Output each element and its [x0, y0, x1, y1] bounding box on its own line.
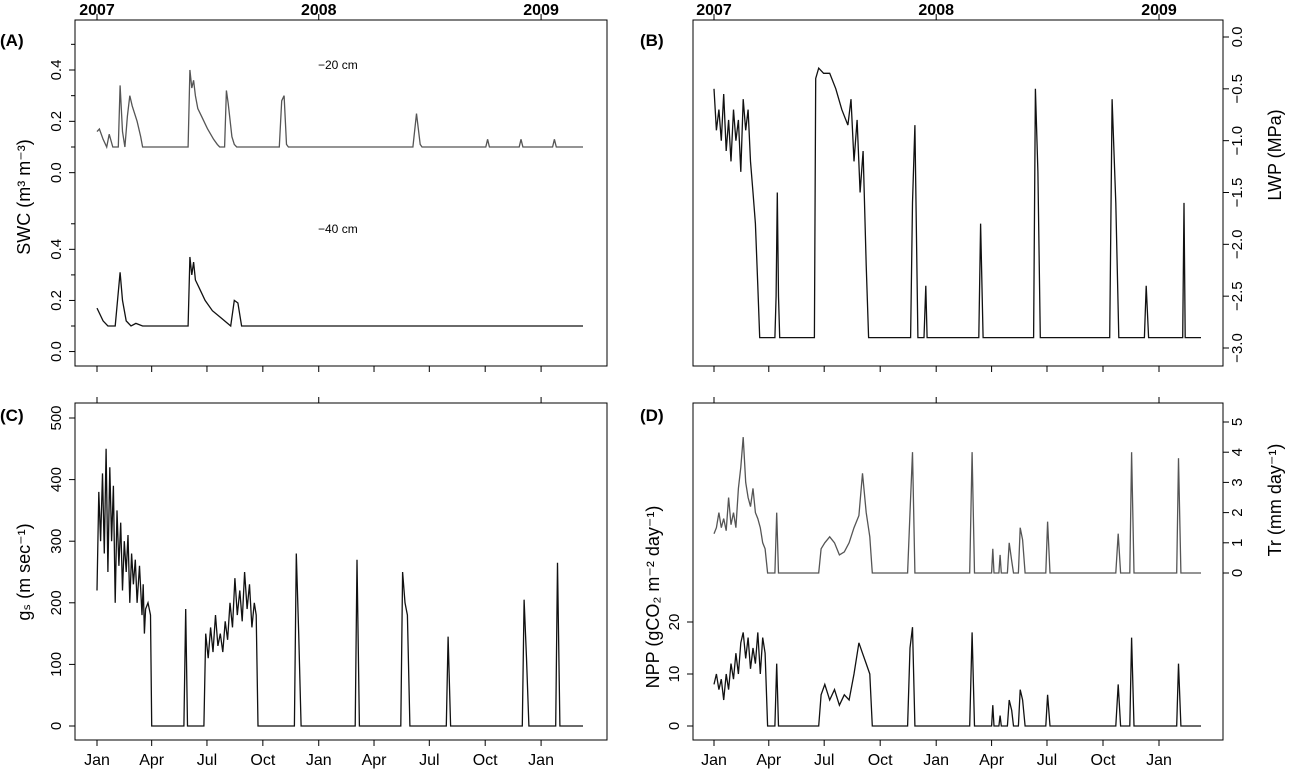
y-tick-label: 0.0	[48, 341, 65, 362]
y-tick-label: 0	[1229, 569, 1246, 577]
y-tick-label: 100	[48, 652, 65, 677]
plot-frame	[692, 19, 1224, 367]
panel-a: (A) 0.0 0.2 0.4 0.0 0.2 0.4 −20 cm −40 cm SWC (m³…	[0, 14, 608, 372]
y-tick-label: −2.5	[1229, 281, 1246, 311]
panel-label: (D)	[640, 406, 664, 425]
x-tick-label: Jan	[1146, 752, 1172, 769]
x-tick-label: Jul	[814, 752, 834, 769]
y-tick-label: 1	[1229, 539, 1246, 547]
x-tick-label: Jan	[84, 752, 110, 769]
x-tick-label: Apr	[362, 752, 388, 769]
y-tick-label: 5	[1229, 418, 1246, 426]
panel-label: (A)	[0, 31, 24, 50]
y-tick-label: −2.0	[1229, 230, 1246, 260]
y-tick-label: 500	[48, 405, 65, 430]
y-tick-label: 0	[48, 722, 65, 730]
y-tick-label: 2	[1229, 508, 1246, 516]
y-tick-label: 3	[1229, 478, 1246, 486]
x-tick-label: Oct	[250, 752, 275, 769]
y-tick-label: 10	[666, 666, 683, 683]
x-tick-label: Oct	[1091, 752, 1116, 769]
x-tick-label: Apr	[979, 752, 1005, 769]
panel-label: (C)	[0, 406, 24, 425]
gs-line	[96, 448, 583, 727]
year-label: 2009	[1141, 2, 1177, 19]
series-label-20cm: −20 cm	[318, 58, 358, 72]
swc-20cm-line	[96, 69, 583, 150]
plot-frame	[74, 402, 608, 741]
y-tick-label: 0.0	[48, 162, 65, 183]
x-tick-label: Apr	[139, 752, 165, 769]
y-tick-label: −3.0	[1229, 333, 1246, 363]
y-tick-label: 0.2	[48, 290, 65, 311]
y-tick-label: 0.2	[48, 111, 65, 132]
x-tick-label: Apr	[756, 752, 782, 769]
panel-b: (B) 0.0 −0.5 −1.0 −1.5 −2.0 −2.5 −3.0 LWP (MPa)	[640, 14, 1285, 372]
x-tick-label: Jan	[306, 752, 332, 769]
lwp-line	[713, 66, 1201, 339]
year-label: 2008	[918, 2, 954, 19]
plot-frame	[74, 19, 608, 367]
npp-axis-label: NPP (gCO₂ m⁻² day⁻¹)	[643, 506, 663, 689]
series-label-40cm: −40 cm	[318, 222, 358, 236]
y-tick-label: −1.5	[1229, 178, 1246, 208]
y-tick-label: 0.4	[48, 60, 65, 81]
y-tick-label: 0	[666, 722, 683, 730]
y-tick-label: 0.0	[1229, 27, 1246, 48]
year-label: 2007	[79, 2, 115, 19]
tr-axis-label: Tr (mm day⁻¹)	[1265, 444, 1285, 557]
top-year-labels: 2007 2008 2009 2007 2008 2009	[79, 2, 1177, 19]
y-tick-label: 20	[666, 614, 683, 631]
x-tick-label: Oct	[473, 752, 498, 769]
y-tick-label: −1.0	[1229, 126, 1246, 156]
x-tick-label: Jul	[419, 752, 439, 769]
x-tick-label: Jan	[923, 752, 949, 769]
panel-c: (C) Jan Apr Jul Oct Jan Apr Jul Oct Jan 0 100 200 300…	[0, 397, 608, 769]
y-axis-label: LWP (MPa)	[1265, 109, 1285, 200]
x-tick-label: Jul	[1037, 752, 1057, 769]
y-tick-label: 300	[48, 529, 65, 554]
panel-label: (B)	[640, 31, 664, 50]
y-axis-label: SWC (m³ m⁻³)	[14, 139, 34, 254]
tr-line	[713, 437, 1201, 574]
year-label: 2009	[523, 2, 559, 19]
year-label: 2008	[301, 2, 337, 19]
y-axis-label: gₛ (m sec⁻¹)	[14, 523, 34, 620]
panel-d: (D) Jan Apr Jul Oct Jan Apr Jul Oct Jan 0 1 2 3 4 5 0 10 2…	[640, 397, 1285, 769]
y-tick-label: 200	[48, 590, 65, 615]
y-tick-label: 0.4	[48, 239, 65, 260]
plot-frame	[692, 402, 1224, 741]
y-tick-label: 4	[1229, 448, 1246, 456]
x-tick-label: Jul	[197, 752, 217, 769]
y-tick-label: 400	[48, 467, 65, 492]
year-label: 2007	[696, 2, 732, 19]
x-tick-label: Jan	[701, 752, 727, 769]
y-tick-label: −0.5	[1229, 74, 1246, 104]
swc-40cm-line	[96, 256, 583, 328]
x-tick-label: Jan	[528, 752, 554, 769]
npp-line	[713, 627, 1201, 727]
x-tick-label: Oct	[868, 752, 893, 769]
